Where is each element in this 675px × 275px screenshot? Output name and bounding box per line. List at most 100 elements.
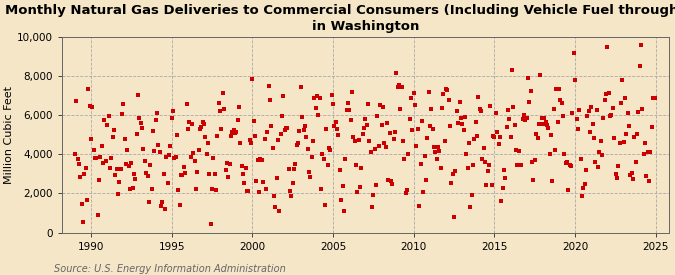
Point — [353, 138, 364, 142]
Point — [349, 139, 360, 143]
Point — [188, 151, 198, 156]
Point — [333, 133, 344, 138]
Point — [566, 164, 576, 168]
Point — [186, 122, 197, 126]
Point — [99, 117, 110, 122]
Point — [537, 122, 548, 127]
Point — [98, 161, 109, 165]
Point — [142, 174, 153, 178]
Point — [327, 102, 338, 106]
Point — [200, 134, 211, 139]
Point — [460, 115, 470, 119]
Point — [362, 101, 373, 106]
Point — [119, 137, 130, 141]
Point — [605, 114, 616, 119]
Point — [265, 98, 275, 102]
Point — [274, 209, 285, 214]
Point — [173, 188, 184, 192]
Point — [594, 150, 605, 155]
Point — [207, 187, 217, 191]
Point — [554, 87, 564, 92]
Point — [155, 204, 166, 209]
Point — [293, 141, 304, 145]
Point — [75, 175, 86, 179]
Point — [535, 73, 545, 77]
Point — [144, 200, 155, 204]
Point — [394, 82, 404, 87]
Point — [400, 191, 411, 196]
Point — [617, 78, 628, 82]
Point — [377, 104, 388, 109]
Point — [141, 171, 152, 175]
Point — [262, 130, 273, 134]
Point — [532, 136, 543, 140]
Point — [568, 51, 579, 55]
Point — [165, 144, 176, 148]
Point — [267, 146, 278, 150]
Point — [443, 97, 454, 102]
Point — [117, 111, 128, 116]
Point — [564, 163, 575, 167]
Point — [86, 136, 97, 141]
Point — [525, 89, 536, 93]
Point — [548, 107, 559, 111]
Point — [396, 85, 407, 90]
Point — [488, 134, 499, 138]
Point — [217, 91, 228, 95]
Point — [508, 104, 518, 109]
Point — [603, 90, 614, 95]
Point — [562, 159, 572, 164]
Point — [153, 143, 163, 147]
Point — [292, 142, 302, 147]
Point — [352, 190, 362, 195]
Point — [182, 127, 193, 131]
Point — [431, 156, 442, 161]
Point — [392, 85, 403, 89]
Point — [404, 116, 415, 121]
Point — [300, 123, 310, 128]
Point — [169, 156, 180, 160]
Point — [589, 136, 599, 141]
Point — [630, 160, 641, 164]
Point — [184, 119, 194, 124]
Point — [111, 166, 122, 171]
Point — [510, 148, 521, 152]
Point — [634, 64, 645, 68]
Point — [235, 141, 246, 145]
Point — [504, 117, 514, 122]
Point — [479, 146, 489, 150]
Point — [102, 123, 113, 127]
Point — [645, 150, 656, 155]
Point — [402, 188, 412, 192]
Point — [385, 179, 396, 184]
Point — [138, 146, 149, 151]
Point — [543, 126, 554, 130]
Point — [487, 183, 497, 187]
Point — [376, 122, 387, 127]
Point — [643, 150, 653, 155]
Point — [244, 138, 255, 142]
Point — [633, 110, 644, 114]
Point — [640, 141, 651, 145]
Point — [107, 134, 118, 139]
Point — [315, 96, 325, 100]
Point — [309, 95, 320, 100]
Point — [521, 116, 532, 120]
Point — [227, 130, 238, 134]
Point — [145, 163, 156, 167]
Point — [425, 124, 435, 128]
Point — [456, 116, 466, 120]
Point — [457, 122, 468, 126]
Point — [556, 101, 567, 105]
Point — [346, 89, 357, 94]
Point — [524, 100, 535, 104]
Point — [335, 197, 346, 202]
Point — [583, 109, 594, 113]
Point — [302, 147, 313, 151]
Point — [279, 128, 290, 133]
Point — [133, 93, 144, 98]
Point — [220, 167, 231, 172]
Point — [212, 133, 223, 138]
Point — [189, 159, 200, 163]
Point — [256, 158, 267, 163]
